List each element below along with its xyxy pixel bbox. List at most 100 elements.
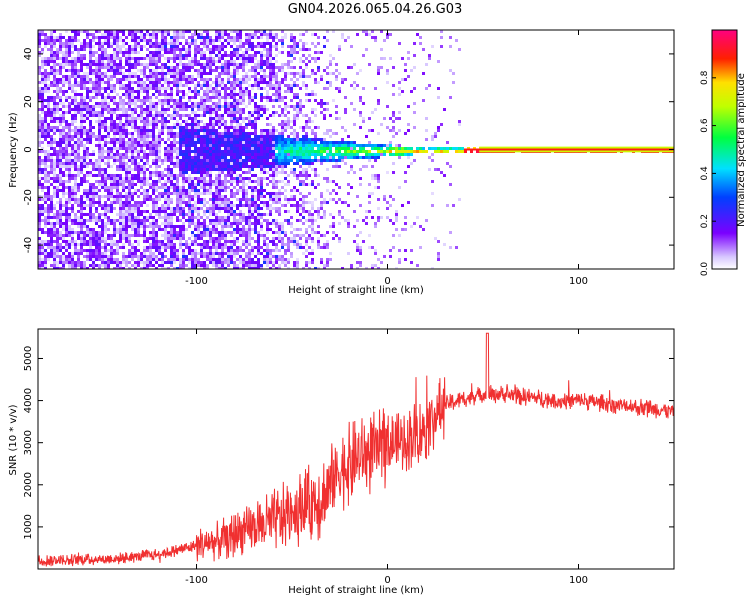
- spectrogram-cell: [188, 237, 191, 240]
- spectrogram-cell: [263, 54, 266, 57]
- spectrogram-cell: [173, 267, 176, 269]
- spectrogram-cell: [80, 81, 83, 84]
- spectrogram-cell: [50, 117, 53, 120]
- spectrogram-cell: [134, 267, 137, 269]
- spectrogram-cell: [170, 45, 173, 48]
- spectrogram-cell: [110, 204, 113, 207]
- spectrogram-cell: [86, 96, 89, 99]
- spectrogram-cell: [137, 105, 140, 108]
- spectrogram-cell: [113, 153, 116, 156]
- spectrogram-cell: [44, 87, 47, 90]
- spectrogram-cell: [275, 90, 278, 93]
- spectrogram-cell: [59, 33, 62, 36]
- spectrogram-cell: [113, 186, 116, 189]
- spectrogram-cell: [122, 78, 125, 81]
- spectrogram-cell: [146, 237, 149, 240]
- spectrogram-cell: [50, 201, 53, 204]
- spectrogram-cell: [95, 96, 98, 99]
- spectrogram-cell: [71, 234, 74, 237]
- spectrogram-cell: [86, 81, 89, 84]
- spectrogram-cell: [287, 261, 290, 264]
- spectrogram-cell: [98, 90, 101, 93]
- spectrogram-cell: [68, 171, 71, 174]
- spectrogram-cell: [71, 264, 74, 267]
- spectrogram-cell: [161, 252, 164, 255]
- spectrogram-cell: [254, 75, 257, 78]
- spectrogram-cell: [92, 249, 95, 252]
- spectrogram-cell: [200, 150, 203, 153]
- spectrogram-cell: [248, 96, 251, 99]
- spectrogram-cell: [155, 72, 158, 75]
- spectrogram-cell: [41, 168, 44, 171]
- spectrogram-cell: [278, 150, 281, 153]
- spectrogram-cell: [77, 252, 80, 255]
- spectrogram-cell: [248, 84, 251, 87]
- spectrogram-cell: [101, 177, 104, 180]
- spectrogram-cell: [233, 195, 236, 198]
- spectrogram-cell: [50, 228, 53, 231]
- spectrogram-cell: [191, 261, 194, 264]
- spectrogram-cell: [242, 141, 245, 144]
- spectrogram-cell: [212, 159, 215, 162]
- spectrogram-cell: [158, 138, 161, 141]
- spectrogram-cell: [251, 261, 254, 264]
- spectrogram-cell: [86, 204, 89, 207]
- spectrogram-cell: [131, 249, 134, 252]
- spectrogram-cell: [38, 264, 41, 267]
- spectrogram-cell: [269, 72, 272, 75]
- spectrogram-cell: [131, 234, 134, 237]
- spectrogram-cell: [182, 228, 185, 231]
- spectrogram-cell: [98, 213, 101, 216]
- spectrogram-cell: [128, 201, 131, 204]
- spectrogram-cell: [107, 42, 110, 45]
- spectrogram-cell: [158, 129, 161, 132]
- spectrogram-cell: [149, 102, 152, 105]
- spectrogram-cell: [104, 123, 107, 126]
- spectrogram-cell: [287, 258, 290, 261]
- spectrogram-cell: [281, 36, 284, 39]
- spectrogram-cell: [155, 120, 158, 123]
- spectrogram-cell: [71, 123, 74, 126]
- spectrogram-cell: [143, 156, 146, 159]
- spectrogram-cell: [65, 57, 68, 60]
- spectrogram-cell: [158, 99, 161, 102]
- spectrogram-cell: [98, 234, 101, 237]
- spectrogram-cell: [98, 147, 101, 150]
- spectrogram-cell: [41, 261, 44, 264]
- spectrogram-cell: [206, 156, 209, 159]
- spectrogram-cell: [59, 234, 62, 237]
- spectrogram-cell: [92, 114, 95, 117]
- spectrogram-cell: [95, 222, 98, 225]
- spectrogram-cell: [44, 75, 47, 78]
- spectrogram-cell: [128, 57, 131, 60]
- spectrogram-cell: [194, 132, 197, 135]
- spectrogram-cell: [275, 81, 278, 84]
- spectrogram-cell: [110, 90, 113, 93]
- spectrogram-cell: [284, 204, 287, 207]
- spectrogram-cell: [164, 231, 167, 234]
- spectrogram-cell: [134, 255, 137, 258]
- spectrogram-cell: [68, 45, 71, 48]
- spectrogram-cell: [116, 129, 119, 132]
- spectrogram-cell: [182, 168, 185, 171]
- spectrogram-cell: [269, 222, 272, 225]
- spectrogram-cell: [131, 117, 134, 120]
- spectrogram-cell: [224, 234, 227, 237]
- spectrogram-cell: [89, 42, 92, 45]
- spectrogram-cell: [254, 72, 257, 75]
- spectrogram-cell: [251, 48, 254, 51]
- spectrogram-cell: [224, 168, 227, 171]
- spectrogram-cell: [50, 135, 53, 138]
- spectrogram-cell: [149, 108, 152, 111]
- spectrogram-cell: [245, 54, 248, 57]
- spectrogram-cell: [170, 117, 173, 120]
- spectrogram-cell: [182, 126, 185, 129]
- spectrogram-cell: [221, 150, 224, 153]
- spectrogram-cell: [59, 99, 62, 102]
- spectrogram-cell: [128, 255, 131, 258]
- spectrogram-cell: [179, 243, 182, 246]
- spectrogram-cell: [209, 240, 212, 243]
- spectrogram-cell: [107, 141, 110, 144]
- spectrogram-cell: [125, 234, 128, 237]
- spectrogram-cell: [107, 81, 110, 84]
